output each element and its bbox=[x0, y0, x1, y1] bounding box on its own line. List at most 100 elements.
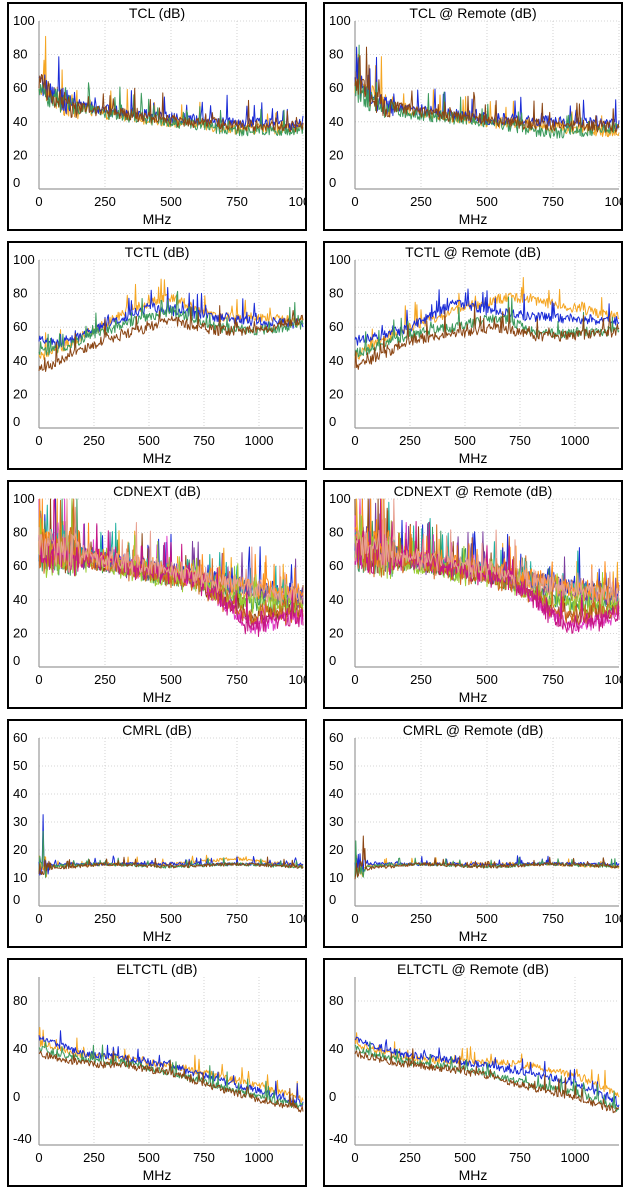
y-tick-label: 80 bbox=[329, 993, 343, 1008]
x-tick-label: 0 bbox=[351, 911, 358, 926]
x-tick-label: 250 bbox=[410, 911, 432, 926]
chart-title: TCL (dB) bbox=[9, 5, 305, 21]
chart-svg: 02040608010002505007501000 bbox=[9, 4, 305, 229]
y-tick-label: 0 bbox=[329, 653, 336, 668]
x-tick-label: 750 bbox=[542, 672, 564, 687]
y-tick-label: 80 bbox=[13, 286, 27, 301]
x-tick-label: 0 bbox=[351, 1150, 358, 1165]
plot-area bbox=[355, 977, 619, 1145]
x-tick-label: 0 bbox=[351, 194, 358, 209]
x-tick-label: 750 bbox=[226, 911, 248, 926]
chart-svg: -40040800 250 500 750 1000 bbox=[9, 960, 305, 1185]
y-tick-label: 60 bbox=[329, 319, 343, 334]
x-tick-label: 0 bbox=[351, 672, 358, 687]
y-tick-label: 80 bbox=[329, 47, 343, 62]
x-axis-label: MHz bbox=[9, 1167, 305, 1183]
x-tick-label: 500 bbox=[454, 1150, 476, 1165]
x-tick-label: 250 bbox=[83, 433, 105, 448]
y-tick-label: 80 bbox=[13, 993, 27, 1008]
y-tick-label: 0 bbox=[13, 414, 20, 429]
chart-panel-eltctl: -40 0 40 80 0 250 500 750 1000 ELTCTL (dB) MHz bbox=[7, 958, 307, 1187]
chart-panel-cdnext-remote: 02040608010002505007501000CDNEXT @ Remot… bbox=[323, 480, 623, 709]
x-axis-label: MHz bbox=[9, 211, 305, 227]
chart-title: ELTCTL (dB) bbox=[9, 961, 305, 977]
y-tick-label: 60 bbox=[329, 80, 343, 95]
x-tick-label: 1000 bbox=[561, 433, 590, 448]
x-tick-label: 500 bbox=[160, 911, 182, 926]
x-tick-label: 1000 bbox=[289, 194, 305, 209]
y-tick-label: 0 bbox=[13, 892, 20, 907]
x-tick-label: 0 bbox=[35, 1150, 42, 1165]
x-tick-label: 500 bbox=[476, 194, 498, 209]
y-tick-label: 80 bbox=[329, 525, 343, 540]
chart-svg: -40040800 250 500 750 1000 bbox=[325, 960, 621, 1185]
x-tick-label: 0 bbox=[35, 194, 42, 209]
x-tick-label: 250 bbox=[94, 672, 116, 687]
chart-title: CDNEXT (dB) bbox=[9, 483, 305, 499]
y-tick-label: -40 bbox=[329, 1131, 348, 1146]
y-tick-label: 40 bbox=[329, 1041, 343, 1056]
x-tick-label: 500 bbox=[160, 672, 182, 687]
y-tick-label: 0 bbox=[13, 175, 20, 190]
x-tick-label: 750 bbox=[193, 433, 215, 448]
chart-panel-cmrl: 0 10 20 30 40 50 60 0 250 500 750 1000 CMRL (dB) MHz bbox=[7, 719, 307, 948]
y-tick-label: 10 bbox=[13, 870, 27, 885]
chart-panel-tcl-remote: 02040608010002505007501000TCL @ Remote (… bbox=[323, 2, 623, 231]
x-tick-label: 0 bbox=[35, 672, 42, 687]
x-tick-label: 250 bbox=[83, 1150, 105, 1165]
x-axis-label: MHz bbox=[325, 928, 621, 944]
chart-title: CDNEXT @ Remote (dB) bbox=[325, 483, 621, 499]
x-axis-label: MHz bbox=[9, 928, 305, 944]
x-tick-label: 500 bbox=[476, 911, 498, 926]
x-tick-label: 1000 bbox=[605, 672, 621, 687]
x-tick-label: 0 bbox=[35, 433, 42, 448]
y-tick-label: 20 bbox=[329, 147, 343, 162]
y-tick-label: 20 bbox=[329, 386, 343, 401]
y-tick-label: 0 bbox=[329, 414, 336, 429]
y-tick-label: 40 bbox=[13, 1041, 27, 1056]
chart-panel-cdnext: 02040608010002505007501000CDNEXT (dB)MHz bbox=[7, 480, 307, 709]
x-tick-label: 0 bbox=[35, 911, 42, 926]
x-tick-label: 250 bbox=[94, 911, 116, 926]
y-tick-label: 40 bbox=[13, 114, 27, 129]
y-tick-label: 40 bbox=[329, 114, 343, 129]
chart-svg: 0 10 20 30 40 50 60 0 250 500 750 1000 bbox=[9, 721, 305, 946]
x-tick-label: 750 bbox=[226, 194, 248, 209]
y-tick-label: 10 bbox=[329, 870, 343, 885]
y-tick-label: -40 bbox=[13, 1131, 32, 1146]
plot-area bbox=[355, 260, 619, 428]
y-tick-label: 40 bbox=[13, 353, 27, 368]
x-tick-label: 750 bbox=[193, 1150, 215, 1165]
y-tick-label: 20 bbox=[329, 625, 343, 640]
y-tick-label: 30 bbox=[13, 814, 27, 829]
y-tick-label: 80 bbox=[13, 525, 27, 540]
x-tick-label: 750 bbox=[542, 194, 564, 209]
x-tick-label: 500 bbox=[138, 1150, 160, 1165]
chart-svg: 02040608010002505007501000 bbox=[325, 4, 621, 229]
x-axis-label: MHz bbox=[325, 689, 621, 705]
x-tick-label: 250 bbox=[410, 194, 432, 209]
chart-title: CMRL @ Remote (dB) bbox=[325, 722, 621, 738]
chart-panel-tcl: 02040608010002505007501000TCL (dB)MHz bbox=[7, 2, 307, 231]
y-tick-label: 60 bbox=[13, 319, 27, 334]
chart-svg: 0 10 20 30 40 50 60 0 250 500 750 1000 bbox=[325, 721, 621, 946]
chart-panel-eltctl-remote: -40 0 40 80 0 250 500 750 1000 ELTCTL @ Remote (d… bbox=[323, 958, 623, 1187]
y-tick-label: 40 bbox=[13, 592, 27, 607]
chart-panel-tctl: 0 20 40 60 80 100 0 250 500 750 1000 TCTL (dB) MHz bbox=[7, 241, 307, 470]
y-tick-label: 50 bbox=[13, 758, 27, 773]
y-tick-label: 0 bbox=[13, 1089, 20, 1104]
x-tick-label: 1000 bbox=[289, 911, 305, 926]
y-tick-label: 60 bbox=[13, 80, 27, 95]
x-tick-label: 1000 bbox=[561, 1150, 590, 1165]
x-tick-label: 1000 bbox=[245, 1150, 274, 1165]
y-tick-label: 80 bbox=[13, 47, 27, 62]
x-tick-label: 250 bbox=[399, 1150, 421, 1165]
y-tick-label: 30 bbox=[329, 814, 343, 829]
chart-title: TCL @ Remote (dB) bbox=[325, 5, 621, 21]
x-tick-label: 250 bbox=[399, 433, 421, 448]
y-tick-label: 20 bbox=[13, 386, 27, 401]
x-axis-label: MHz bbox=[9, 450, 305, 466]
y-tick-label: 0 bbox=[329, 1089, 336, 1104]
chart-title: TCTL (dB) bbox=[9, 244, 305, 260]
